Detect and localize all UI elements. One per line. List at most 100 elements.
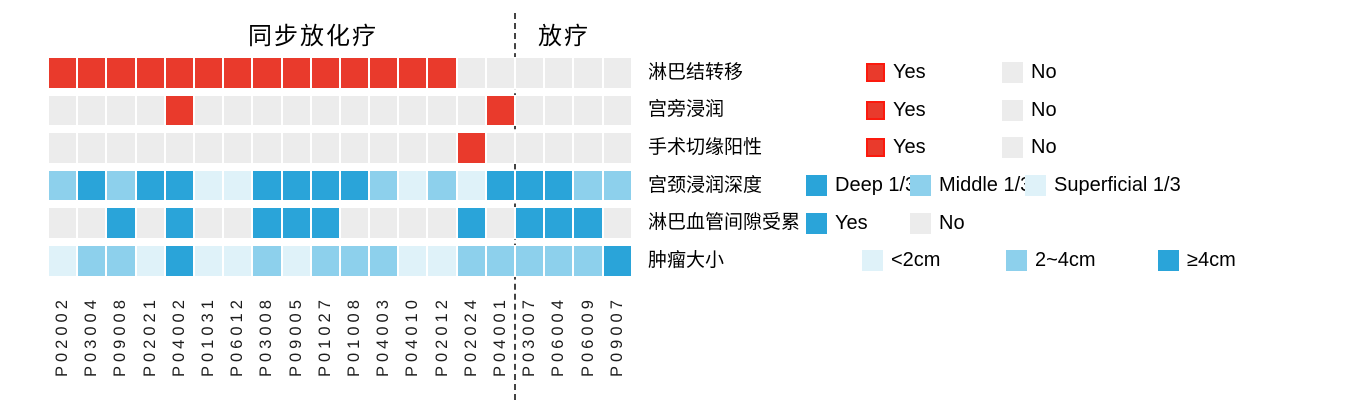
heatmap-cell — [573, 207, 603, 239]
heatmap-cell — [573, 245, 603, 277]
group-divider-dashed-line — [514, 13, 516, 400]
heatmap-cell — [544, 207, 574, 239]
heatmap-cell — [77, 245, 107, 277]
heatmap-cell — [515, 245, 545, 277]
heatmap-cell — [193, 57, 224, 89]
group-header-concurrent-chemoradiotherapy: 同步放化疗 — [248, 23, 378, 50]
patient-id-label: P09008 — [111, 296, 130, 377]
heatmap-cell — [602, 94, 632, 127]
heatmap-cell — [77, 169, 107, 202]
heatmap-cell — [398, 94, 428, 127]
heatmap-cell — [48, 207, 78, 239]
heatmap-row — [48, 207, 632, 239]
heatmap-cell — [135, 57, 165, 89]
heatmap-cell — [135, 207, 165, 239]
heatmap-cell — [339, 94, 370, 127]
heatmap-cell — [544, 169, 574, 202]
heatmap-cell — [223, 207, 253, 239]
heatmap-cell — [193, 94, 224, 127]
heatmap-cell — [369, 132, 399, 164]
patient-id-label: P09007 — [607, 296, 626, 377]
legend-swatch — [862, 250, 883, 272]
patient-id-label: P09005 — [286, 296, 305, 377]
heatmap-cell — [398, 207, 428, 239]
heatmap-cell — [223, 132, 253, 164]
legend-label: No — [1031, 61, 1057, 84]
heatmap-cell — [456, 245, 486, 277]
patient-id-label: P02021 — [140, 296, 159, 377]
group-header-radiotherapy: 放疗 — [538, 23, 590, 50]
legend-swatch — [910, 212, 931, 234]
heatmap-cell — [602, 169, 632, 202]
heatmap-cell — [369, 245, 399, 277]
heatmap-cell — [310, 169, 340, 202]
heatmap-cell — [281, 132, 311, 164]
heatmap-cell — [106, 132, 136, 164]
heatmap-cell — [544, 245, 574, 277]
heatmap-cell — [339, 245, 370, 277]
heatmap-cell — [427, 57, 457, 89]
heatmap-cell — [369, 207, 399, 239]
legend-item: 2~4cm — [1006, 245, 1096, 277]
heatmap-cell — [369, 57, 399, 89]
heatmap-cell — [485, 57, 515, 89]
heatmap-cell — [281, 245, 311, 277]
heatmap-cell — [106, 245, 136, 277]
heatmap-cell — [310, 207, 340, 239]
legend-item: Yes — [866, 94, 926, 126]
heatmap-cell — [398, 57, 428, 89]
legend-item: No — [1002, 94, 1057, 126]
heatmap-cell — [427, 169, 457, 202]
heatmap-cell — [456, 57, 486, 89]
heatmap-cell — [48, 132, 78, 164]
legend-label: No — [939, 211, 965, 234]
heatmap-cell — [164, 169, 194, 202]
legend-label: Yes — [893, 136, 926, 159]
heatmap-cell — [456, 207, 486, 239]
heatmap-cell — [48, 57, 78, 89]
heatmap-cell — [485, 132, 515, 164]
heatmap-cell — [398, 245, 428, 277]
heatmap-cell — [164, 94, 194, 127]
patient-id-label: P02002 — [53, 296, 71, 377]
heatmap-cell — [515, 94, 545, 127]
legend-item: Yes — [806, 207, 868, 239]
heatmap-cell — [223, 94, 253, 127]
heatmap-cell — [339, 57, 370, 89]
heatmap-cell — [544, 57, 574, 89]
legend-label: 2~4cm — [1035, 249, 1096, 272]
feature-row-label: 宫旁浸润 — [648, 99, 725, 121]
legend-item: Middle 1/3 — [910, 170, 1031, 202]
heatmap-cell — [77, 94, 107, 127]
heatmap-cell — [223, 169, 253, 202]
patient-id-label: P02012 — [432, 296, 451, 377]
legend-swatch — [1002, 137, 1023, 159]
heatmap-cell — [427, 132, 457, 164]
heatmap-cell — [252, 169, 282, 202]
feature-row-label: 手术切缘阳性 — [648, 136, 763, 158]
heatmap-cell — [456, 169, 486, 202]
heatmap-cell — [573, 57, 603, 89]
patient-id-label: P06012 — [228, 296, 247, 377]
heatmap-cell — [164, 57, 194, 89]
heatmap-cell — [456, 94, 486, 127]
legend-item: Yes — [866, 57, 926, 89]
heatmap-cell — [135, 94, 165, 127]
heatmap-cell — [515, 132, 545, 164]
heatmap-cell — [164, 207, 194, 239]
heatmap-row — [48, 245, 632, 277]
legend-label: Middle 1/3 — [939, 174, 1032, 197]
legend-item: ≥4cm — [1158, 245, 1236, 277]
legend-swatch — [910, 175, 931, 197]
legend-label: No — [1031, 98, 1057, 121]
heatmap-cell — [281, 169, 311, 202]
heatmap-cell — [164, 245, 194, 277]
patient-id-label: P03007 — [520, 296, 539, 377]
heatmap-cell — [77, 207, 107, 239]
legend-swatch — [1158, 250, 1179, 272]
heatmap-cell — [310, 245, 340, 277]
heatmap-cell — [427, 207, 457, 239]
legend-label: ≥4cm — [1187, 249, 1236, 272]
feature-row-label: 宫颈浸润深度 — [648, 174, 763, 196]
